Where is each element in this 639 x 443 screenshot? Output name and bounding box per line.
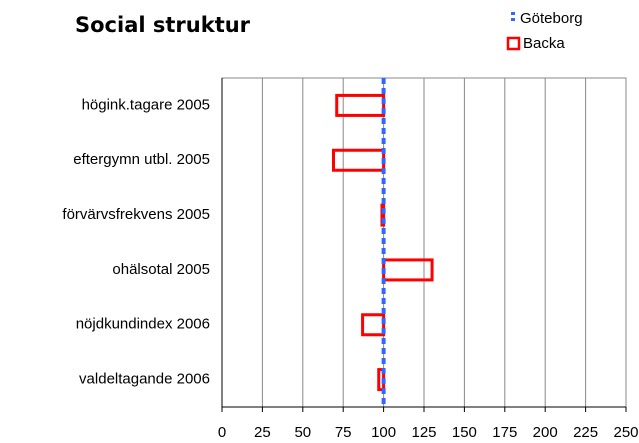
y-tick-label: högink.tagare 2005 bbox=[82, 96, 210, 113]
x-tick-label: 100 bbox=[371, 424, 396, 441]
x-tick-label: 250 bbox=[613, 424, 638, 441]
y-tick-label: eftergymn utbl. 2005 bbox=[73, 151, 210, 168]
bar bbox=[380, 203, 386, 227]
y-tick-label: ohälsotal 2005 bbox=[112, 261, 210, 278]
y-tick-label: valdeltagande 2006 bbox=[79, 371, 210, 388]
x-tick-label: 175 bbox=[492, 424, 517, 441]
bar bbox=[335, 93, 386, 117]
y-tick-label: nöjdkundindex 2006 bbox=[76, 316, 210, 333]
x-tick-label: 50 bbox=[294, 424, 311, 441]
x-tick-label: 150 bbox=[452, 424, 477, 441]
y-tick-label: förvärvsfrekvens 2005 bbox=[62, 206, 210, 223]
bar bbox=[332, 148, 386, 172]
bar bbox=[382, 258, 434, 282]
bar bbox=[361, 313, 386, 337]
x-tick-label: 25 bbox=[254, 424, 271, 441]
x-tick-label: 200 bbox=[533, 424, 558, 441]
chart-title: Social struktur bbox=[75, 13, 251, 37]
legend-swatch bbox=[506, 36, 521, 51]
legend-label: Backa bbox=[523, 35, 565, 52]
legend-label: Göteborg bbox=[520, 10, 583, 27]
x-tick-label: 75 bbox=[335, 424, 352, 441]
x-tick-label: 0 bbox=[218, 424, 226, 441]
x-tick-label: 225 bbox=[573, 424, 598, 441]
x-tick-label: 125 bbox=[411, 424, 436, 441]
